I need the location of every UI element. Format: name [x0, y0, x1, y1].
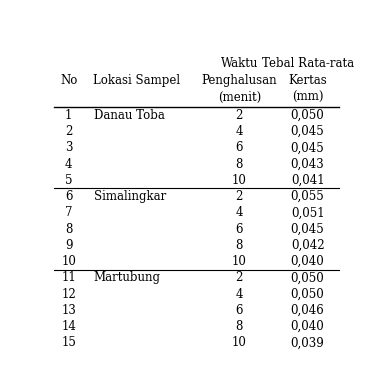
Text: 3: 3 [65, 141, 72, 154]
Text: 14: 14 [61, 320, 76, 333]
Text: 8: 8 [236, 320, 243, 333]
Text: 7: 7 [65, 206, 72, 219]
Text: 11: 11 [61, 271, 76, 284]
Text: 0,045: 0,045 [291, 141, 324, 154]
Text: Tebal Rata-rata
Kertas
(mm): Tebal Rata-rata Kertas (mm) [262, 57, 354, 104]
Text: 0,050: 0,050 [291, 109, 324, 122]
Text: Danau Toba: Danau Toba [94, 109, 165, 122]
Text: Lokasi Sampel: Lokasi Sampel [93, 74, 180, 87]
Text: 0,046: 0,046 [291, 304, 324, 317]
Text: 4: 4 [236, 288, 243, 301]
Text: 0,050: 0,050 [291, 288, 324, 301]
Text: 0,040: 0,040 [291, 320, 324, 333]
Text: 1: 1 [65, 109, 72, 122]
Text: Waktu
Penghalusan
(menit): Waktu Penghalusan (menit) [201, 57, 277, 104]
Text: 0,045: 0,045 [291, 222, 324, 235]
Text: Simalingkar: Simalingkar [94, 190, 166, 203]
Text: 0,045: 0,045 [291, 125, 324, 138]
Text: 13: 13 [61, 304, 76, 317]
Text: 12: 12 [61, 288, 76, 301]
Text: 10: 10 [61, 255, 76, 268]
Text: 0,042: 0,042 [291, 239, 324, 252]
Text: 4: 4 [65, 158, 72, 170]
Text: 15: 15 [61, 336, 76, 350]
Text: 8: 8 [236, 239, 243, 252]
Text: 4: 4 [236, 125, 243, 138]
Text: 6: 6 [236, 141, 243, 154]
Text: 10: 10 [232, 174, 247, 187]
Text: 2: 2 [236, 190, 243, 203]
Text: 0,051: 0,051 [291, 206, 324, 219]
Text: No: No [60, 74, 77, 87]
Text: 2: 2 [236, 109, 243, 122]
Text: 0,050: 0,050 [291, 271, 324, 284]
Text: 6: 6 [236, 222, 243, 235]
Text: 4: 4 [236, 206, 243, 219]
Text: 0,040: 0,040 [291, 255, 324, 268]
Text: 8: 8 [65, 222, 72, 235]
Text: 0,055: 0,055 [291, 190, 324, 203]
Text: 6: 6 [236, 304, 243, 317]
Text: 0,041: 0,041 [291, 174, 324, 187]
Text: 6: 6 [65, 190, 72, 203]
Text: 2: 2 [65, 125, 72, 138]
Text: 0,039: 0,039 [291, 336, 324, 350]
Text: 5: 5 [65, 174, 72, 187]
Text: 10: 10 [232, 255, 247, 268]
Text: 9: 9 [65, 239, 72, 252]
Text: 2: 2 [236, 271, 243, 284]
Text: Martubung: Martubung [94, 271, 161, 284]
Text: 0,043: 0,043 [291, 158, 324, 170]
Text: 10: 10 [232, 336, 247, 350]
Text: 8: 8 [236, 158, 243, 170]
